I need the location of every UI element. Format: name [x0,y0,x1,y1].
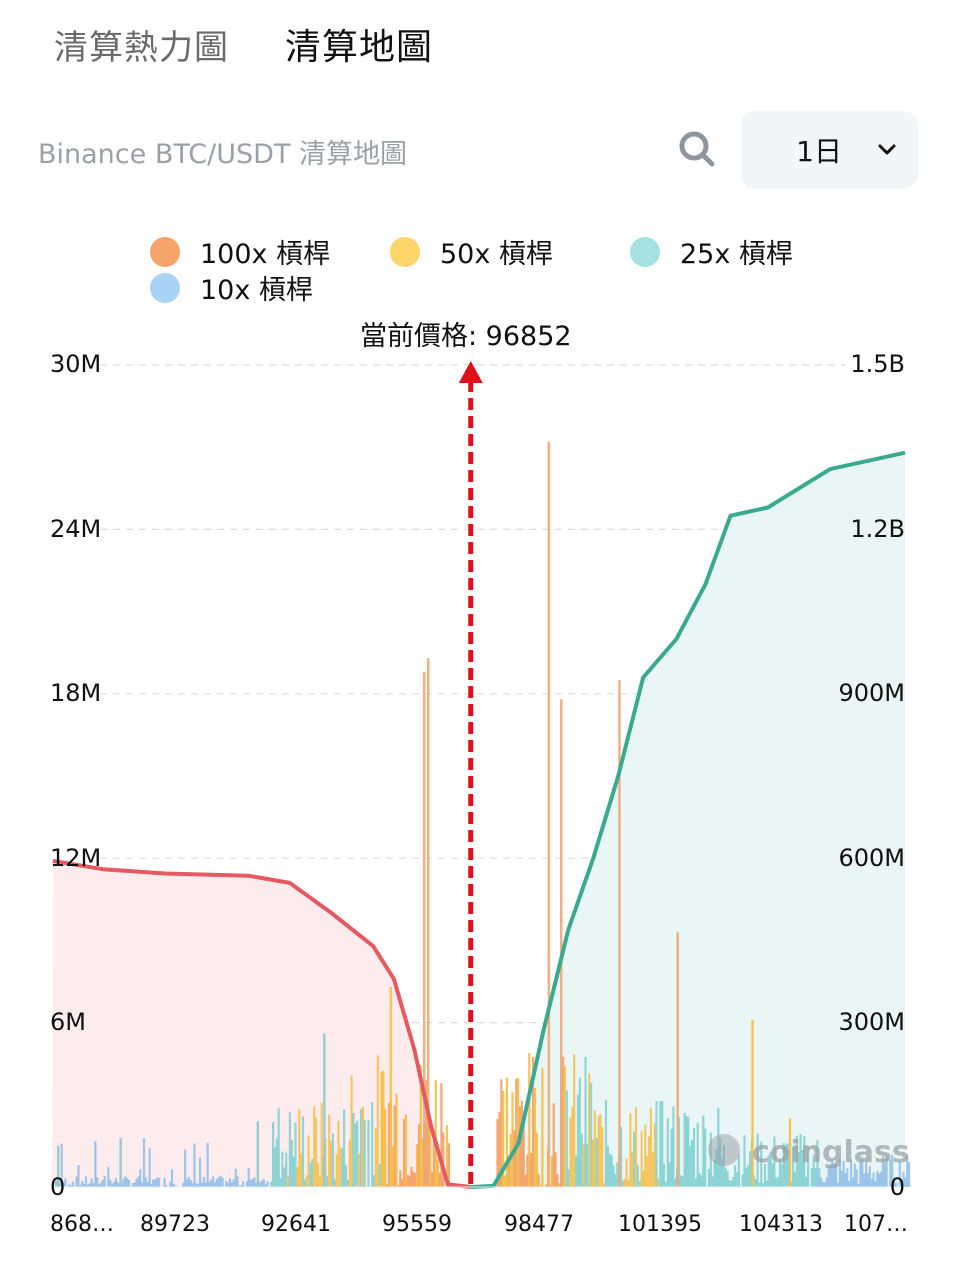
legend-dot-icon [150,272,180,303]
x-tick: 104313 [739,1212,823,1237]
legend-item-50x[interactable]: 50x 槓桿 [390,232,553,271]
y-right-tick: 0 [889,1173,905,1201]
y-right-tick: 300M [838,1008,905,1036]
legend-dot-icon [630,236,660,267]
legend-dot-icon [150,236,180,267]
x-tick: 868… [50,1212,114,1237]
y-left-tick: 6M [50,1008,86,1036]
legend-item-25x[interactable]: 25x 槓桿 [630,232,793,271]
time-range-value: 1日 [796,135,842,168]
legend-label: 100x 槓桿 [200,239,331,270]
legend-label: 25x 槓桿 [680,239,793,270]
legend-label: 50x 槓桿 [440,239,553,270]
x-tick: 92641 [261,1212,331,1237]
legend-label: 10x 槓桿 [200,275,313,306]
y-left-tick: 24M [50,515,102,543]
y-right-tick: 600M [838,844,905,872]
tab-liquidation-heatmap[interactable]: 清算熱力圖 [54,28,229,68]
search-button[interactable] [676,128,718,170]
y-left-tick: 12M [50,844,102,872]
current-price-marker [458,361,483,1187]
cumulative-fills [52,452,905,1187]
x-tick: 101395 [618,1212,702,1237]
search-icon [679,131,715,167]
y-left-tick: 18M [50,679,102,707]
x-tick: 95559 [382,1212,452,1237]
current-price-label: 當前價格: 96852 [360,321,572,352]
x-tick: 89723 [140,1212,210,1237]
chevron-down-icon [878,144,896,155]
coinglass-watermark: coinglass [708,1134,910,1170]
liquidation-bars [55,441,911,1187]
time-range-select[interactable]: 1日 [741,111,918,189]
y-right-tick: 900M [838,679,905,707]
svg-text:coinglass: coinglass [752,1135,910,1170]
legend-item-10x[interactable]: 10x 槓桿 [150,268,313,307]
x-tick: 98477 [504,1212,574,1237]
y-right-tick: 1.5B [850,350,905,378]
y-right-tick: 1.2B [850,515,905,543]
y-left-tick: 0 [50,1173,66,1201]
y-left-tick: 30M [50,350,102,378]
legend-item-100x[interactable]: 100x 槓桿 [150,232,330,271]
chart-subtitle: Binance BTC/USDT 清算地圖 [38,139,407,170]
x-tick: 107… [844,1212,908,1237]
tab-liquidation-map[interactable]: 清算地圖 [285,27,434,68]
cumulative-lines [52,450,906,1189]
tab-bar: 清算熱力圖 清算地圖 [54,18,433,70]
legend-dot-icon [390,236,420,267]
